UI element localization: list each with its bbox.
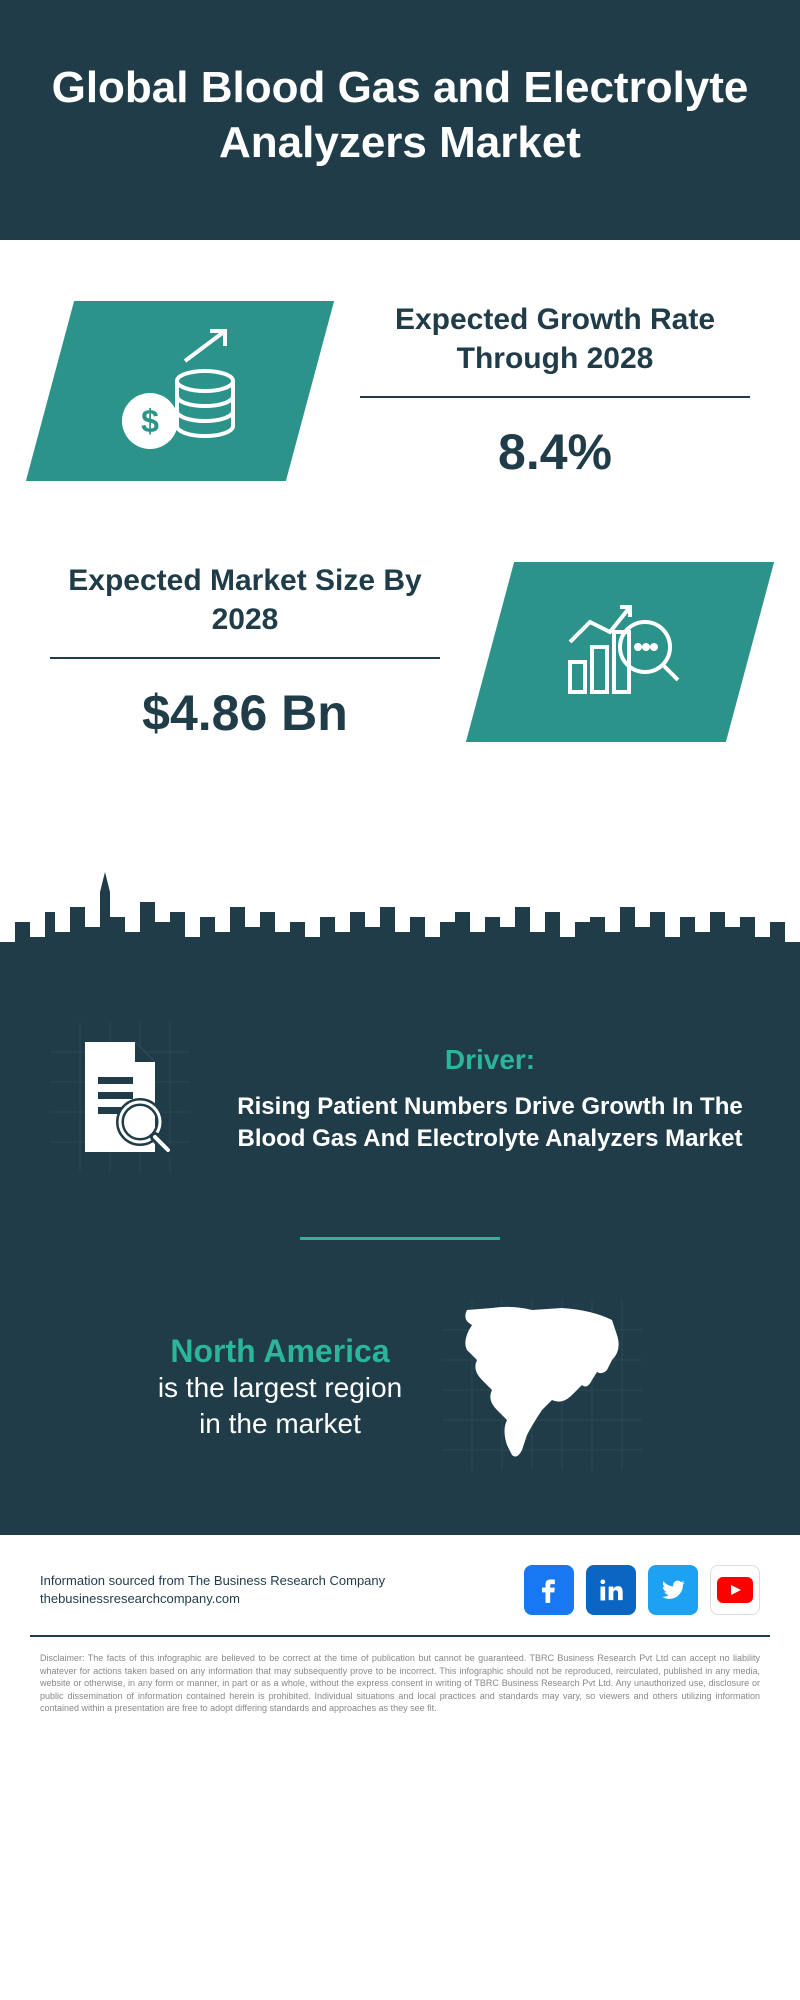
social-icons <box>524 1565 760 1615</box>
skyline-graphic <box>0 862 800 982</box>
footer: Information sourced from The Business Re… <box>0 1535 800 1635</box>
source-line1: Information sourced from The Business Re… <box>40 1572 385 1590</box>
facebook-icon[interactable] <box>524 1565 574 1615</box>
region-name: North America <box>158 1333 402 1370</box>
twitter-icon[interactable] <box>648 1565 698 1615</box>
money-growth-icon-bg: $ <box>26 301 334 481</box>
money-growth-icon: $ <box>110 326 250 456</box>
stats-section: $ Expected Growth Rate Through 2028 8.4% <box>0 240 800 862</box>
driver-text-block: Driver: Rising Patient Numbers Drive Gro… <box>230 1044 750 1156</box>
region-text-block: North America is the largest region in t… <box>158 1333 402 1443</box>
region-row: North America is the largest region in t… <box>50 1300 750 1475</box>
svg-text:$: $ <box>141 403 159 439</box>
linkedin-icon[interactable] <box>586 1565 636 1615</box>
document-search-icon <box>50 1022 190 1177</box>
stat-market-size: Expected Market Size By 2028 $4.86 Bn <box>50 561 750 742</box>
source-line2: thebusinessresearchcompany.com <box>40 1590 385 1608</box>
north-america-map-icon <box>442 1300 642 1475</box>
chart-analysis-icon <box>550 592 690 712</box>
stat-value: 8.4% <box>360 423 750 481</box>
stat-label: Expected Growth Rate Through 2028 <box>360 300 750 398</box>
section-divider <box>300 1237 500 1240</box>
region-desc-line2: in the market <box>158 1406 402 1442</box>
youtube-icon[interactable] <box>710 1565 760 1615</box>
source-attribution: Information sourced from The Business Re… <box>40 1572 385 1608</box>
driver-row: Driver: Rising Patient Numbers Drive Gro… <box>50 1022 750 1177</box>
stat-text-block: Expected Growth Rate Through 2028 8.4% <box>360 300 750 481</box>
stat-value: $4.86 Bn <box>50 684 440 742</box>
stat-label: Expected Market Size By 2028 <box>50 561 440 659</box>
driver-description: Rising Patient Numbers Drive Growth In T… <box>230 1091 750 1156</box>
stat-growth-rate: $ Expected Growth Rate Through 2028 8.4% <box>50 300 750 481</box>
stat-text-block: Expected Market Size By 2028 $4.86 Bn <box>50 561 440 742</box>
driver-title: Driver: <box>230 1044 750 1076</box>
chart-analysis-icon-bg <box>466 562 774 742</box>
region-desc-line1: is the largest region <box>158 1370 402 1406</box>
header-banner: Global Blood Gas and Electrolyte Analyze… <box>0 0 800 240</box>
dark-section: Driver: Rising Patient Numbers Drive Gro… <box>0 982 800 1535</box>
disclaimer-text: Disclaimer: The facts of this infographi… <box>30 1635 770 1745</box>
page-title: Global Blood Gas and Electrolyte Analyze… <box>40 60 760 170</box>
